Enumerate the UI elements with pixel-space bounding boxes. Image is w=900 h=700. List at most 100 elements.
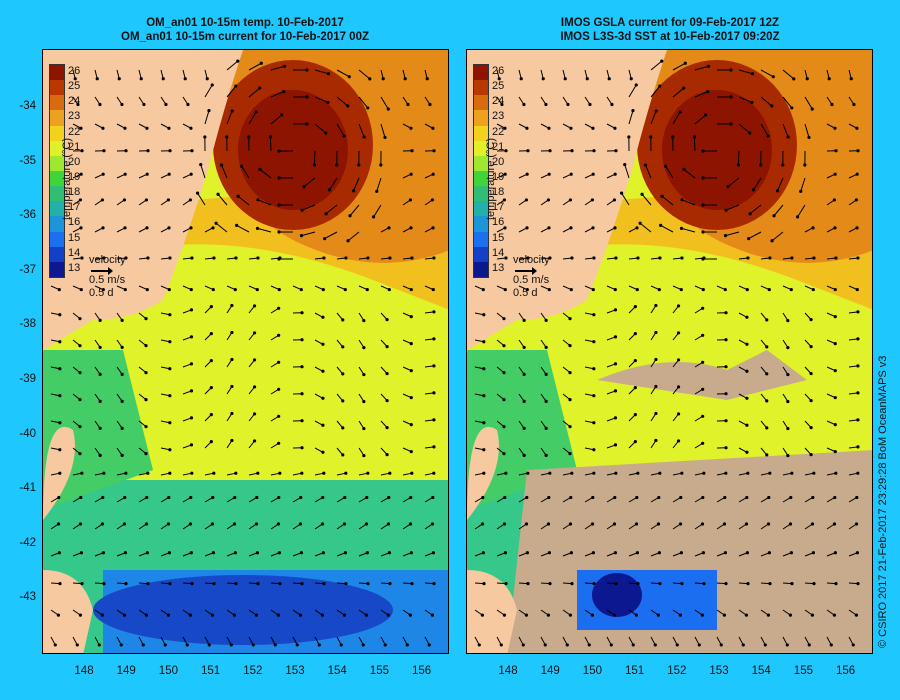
current-vector-head — [548, 256, 552, 260]
current-vector-head — [409, 450, 413, 454]
current-vector-head — [144, 371, 148, 375]
longitude-tick-label: 154 — [327, 665, 347, 677]
current-vector-head — [431, 551, 435, 555]
current-vector-head — [656, 613, 661, 617]
mainland-australia — [43, 50, 243, 350]
current-vector-head — [277, 414, 281, 418]
current-vector-head — [252, 385, 257, 389]
colorbar-tick-label: 22 — [492, 125, 505, 138]
current-vector-head — [805, 77, 809, 81]
current-vector-head — [659, 223, 663, 227]
current-vector-head — [592, 256, 596, 260]
current-vector-head — [789, 495, 793, 500]
current-vector-head — [812, 256, 816, 260]
velocity-key-label: velocity — [513, 254, 550, 266]
current-vector-head — [255, 551, 259, 555]
current-vector-head — [701, 414, 705, 418]
current-vector-head — [98, 372, 102, 376]
current-vector-head — [631, 108, 635, 113]
current-vector-head — [230, 109, 234, 113]
current-vector-head — [653, 643, 657, 647]
current-vector-head — [78, 344, 82, 348]
current-vector-head — [339, 643, 343, 647]
current-vector — [694, 65, 709, 71]
current-vector — [624, 164, 630, 179]
current-vector-head — [409, 287, 413, 292]
current-vector-head — [277, 387, 281, 391]
current-vector — [313, 150, 316, 166]
current-vector-head — [124, 256, 128, 260]
current-vector-head — [168, 256, 172, 260]
current-vector-head — [321, 287, 325, 292]
current-vector-head — [190, 256, 194, 260]
current-vector-head — [166, 198, 171, 202]
current-vector-head — [344, 256, 348, 260]
current-vector-head — [321, 551, 325, 555]
current-vector — [270, 65, 285, 71]
current-vector-head — [706, 64, 711, 68]
current-vector-head — [633, 413, 637, 417]
current-vector-head — [210, 522, 215, 526]
current-vector-head — [789, 287, 793, 292]
current-vector-head — [78, 198, 83, 202]
current-vector-head — [189, 308, 194, 312]
current-vector-head — [481, 551, 485, 555]
current-vector-head — [504, 582, 508, 586]
current-vector-head — [855, 495, 859, 500]
current-vector-head — [145, 172, 149, 176]
current-vector-head — [522, 372, 526, 376]
current-vector-head — [431, 287, 435, 292]
current-vector-head — [833, 396, 837, 400]
colorbar-segment — [474, 155, 488, 171]
current-vector-head — [548, 471, 552, 475]
current-vector-head — [124, 582, 128, 586]
current-vector-head — [658, 256, 662, 260]
current-vector-head — [409, 126, 413, 130]
current-vector-head — [146, 149, 150, 153]
longitude-tick-label: 148 — [74, 665, 94, 677]
colorbar-segment — [50, 201, 64, 217]
current-vector — [628, 84, 637, 98]
current-vector-head — [347, 75, 351, 79]
current-vector-head — [387, 287, 391, 292]
current-vector-head — [591, 226, 595, 230]
current-vector-head — [785, 643, 789, 647]
longitude-tick-label: 156 — [412, 665, 432, 677]
current-vector-head — [795, 215, 800, 219]
current-vector-head — [432, 391, 436, 395]
current-vector-head — [386, 522, 391, 526]
current-vector-head — [726, 185, 730, 189]
current-vector-head — [765, 453, 769, 457]
current-vector-head — [277, 203, 281, 207]
current-vector-head — [321, 450, 325, 454]
current-vector-head — [656, 522, 661, 526]
current-vector-head — [569, 172, 573, 176]
latitude-tick-label: -36 — [19, 209, 36, 222]
current-vector-head — [189, 416, 194, 420]
current-vector — [628, 110, 634, 125]
current-vector-head — [786, 453, 790, 458]
current-vector-head — [366, 582, 370, 586]
current-vector-head — [122, 198, 127, 202]
current-vector-head — [671, 135, 675, 139]
current-vector-head — [524, 613, 529, 617]
current-vector-head — [321, 423, 325, 427]
current-vector-head — [79, 551, 83, 555]
current-vector-head — [480, 613, 485, 617]
current-vector — [303, 177, 316, 188]
current-vector-head — [229, 643, 233, 647]
current-vector-head — [385, 453, 389, 457]
current-vector-head — [432, 582, 436, 586]
current-vector — [804, 96, 813, 110]
colorbar-segment — [50, 95, 64, 111]
current-vector-head — [321, 315, 325, 319]
current-vector-head — [164, 102, 168, 107]
current-vector — [782, 69, 795, 80]
current-vector-head — [190, 149, 194, 153]
current-vector-head — [809, 345, 813, 349]
current-vector — [672, 111, 681, 125]
current-vector-head — [120, 102, 124, 107]
current-vector-head — [855, 287, 859, 292]
current-vector-head — [252, 358, 257, 362]
current-vector-head — [235, 223, 239, 227]
